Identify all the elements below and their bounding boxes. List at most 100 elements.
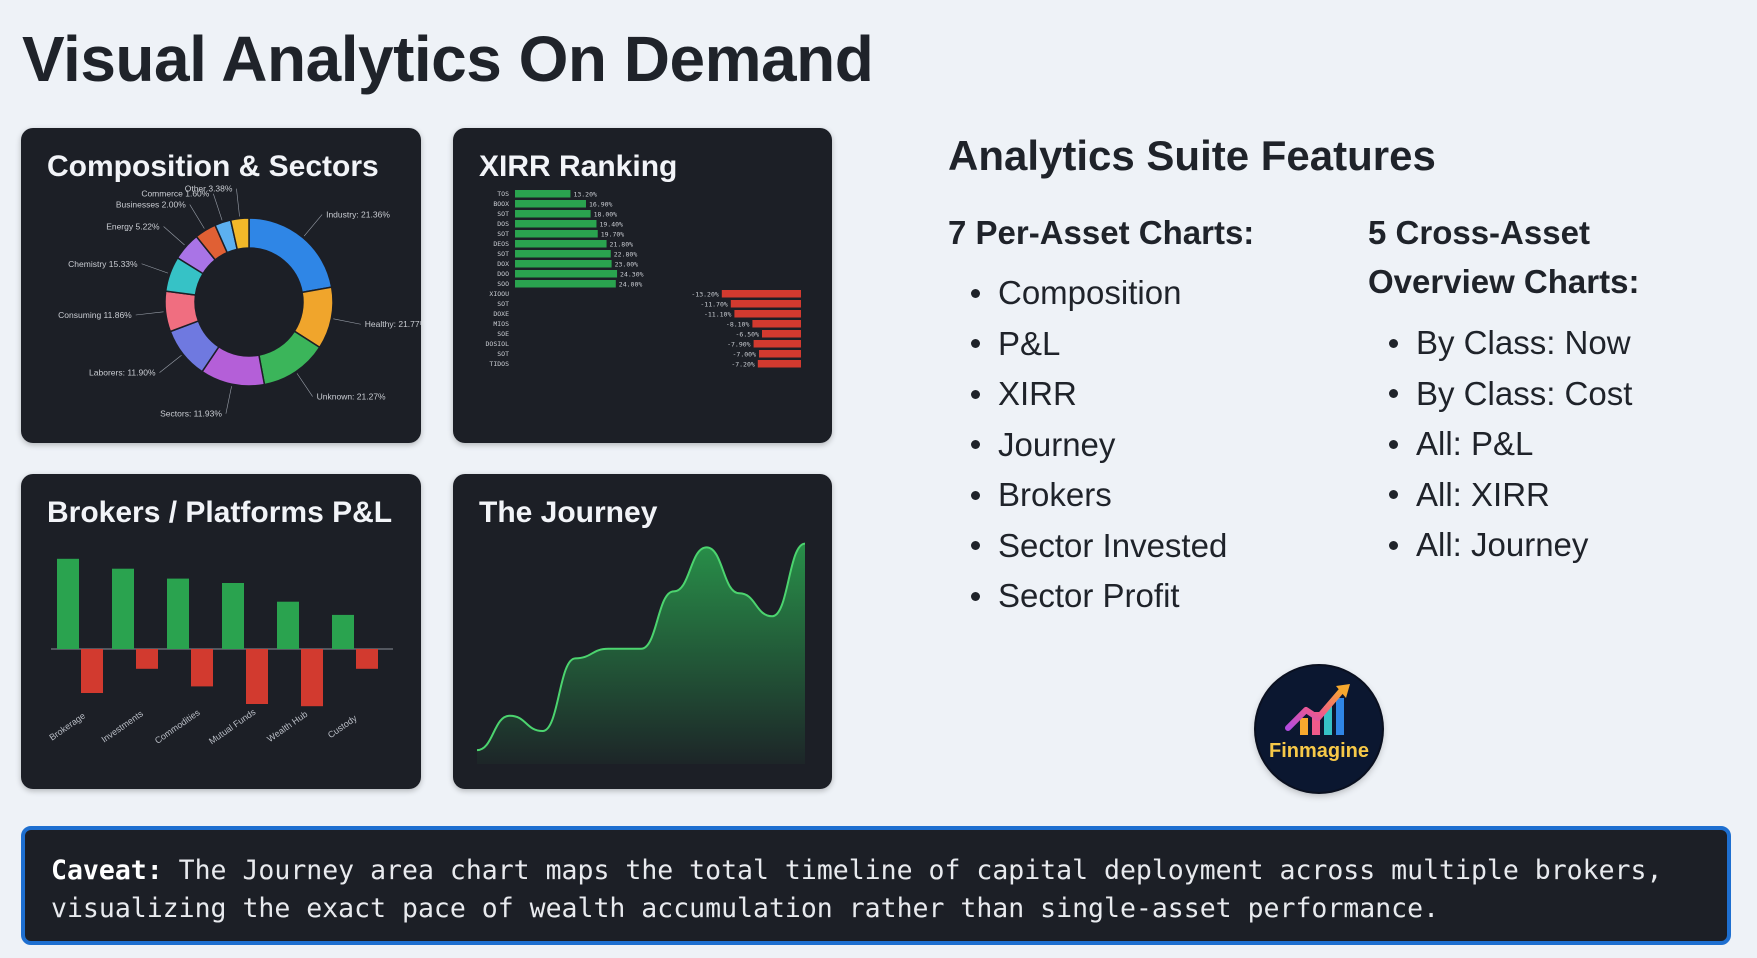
bullet-icon: [971, 591, 980, 601]
bullet-icon: [971, 389, 980, 399]
donut-label: Commerce 1.60%: [141, 189, 209, 199]
donut-label: Businesses 2.00%: [116, 200, 186, 210]
journey-card[interactable]: The Journey: [453, 474, 832, 789]
xirr-category-label: DOSIOL: [486, 340, 510, 348]
xirr-bar: [515, 240, 607, 248]
donut-label: Sectors: 11.93%: [160, 409, 222, 419]
xirr-category-label: DOO: [497, 270, 509, 278]
leader-line: [296, 373, 313, 397]
logo-text: Finmagine: [1268, 740, 1369, 762]
per-asset-item: Brokers: [971, 470, 1227, 521]
xirr-value-label: -11.70%: [700, 301, 727, 309]
profit-bar: [222, 583, 244, 649]
journey-line: [476, 542, 806, 752]
suite-title: Analytics Suite Features: [948, 132, 1436, 179]
xirr-bar: [515, 250, 611, 258]
journey-area-chart: [476, 542, 806, 764]
xirr-value-label: -7.00%: [733, 351, 757, 359]
xirr-value-label: -7.20%: [731, 361, 755, 369]
broker-category-label: Custody: [326, 713, 359, 740]
bullet-icon: [1389, 490, 1398, 500]
brokers-pnl-chart: Brokerage Investments Commodities Mutual Fu…: [47, 558, 393, 747]
donut-label: Unknown: 21.27%: [317, 392, 386, 402]
donut-slice: [229, 217, 250, 251]
xirr-category-label: SOT: [497, 210, 509, 218]
per-asset-item-label: XIRR: [998, 375, 1077, 412]
profit-bar: [112, 568, 134, 649]
xirr-value-label: 19.70%: [601, 231, 625, 239]
xirr-bar: [759, 350, 801, 358]
composition-card[interactable]: Composition & Sectors Industry: 21.36% He…: [21, 128, 421, 443]
xirr-bar: [515, 190, 571, 198]
xirr-bar: [762, 330, 801, 338]
cross-asset-item: By Class: Cost: [1389, 369, 1632, 420]
xirr-category-label: SOT: [497, 350, 509, 358]
journey-area: [477, 543, 805, 764]
growth-chart-icon: [1285, 684, 1350, 735]
bullet-icon: [1389, 389, 1398, 399]
xirr-bar: [515, 200, 586, 208]
journey-card-title: The Journey: [479, 496, 658, 529]
xirr-bar: [730, 300, 801, 308]
broker-category-label: Brokerage: [47, 711, 87, 743]
cross-asset-item: By Class: Now: [1389, 318, 1632, 369]
broker-category-label: Mutual Funds: [207, 707, 258, 747]
bullet-icon: [971, 490, 980, 500]
xirr-category-label: DOX: [497, 260, 509, 268]
finmagine-logo: Finmagine: [1256, 666, 1382, 792]
brokers-card[interactable]: Brokers / Platforms P&L Brokerage Investm…: [21, 474, 421, 789]
cross-asset-list: By Class: Now By Class: Cost All: P&L All: …: [1389, 318, 1632, 571]
leader-line: [159, 355, 182, 373]
xirr-category-label: SOO: [497, 280, 509, 288]
per-asset-item-label: Sector Invested: [998, 526, 1228, 564]
profit-bar: [332, 614, 354, 649]
cross-asset-item: All: Journey: [1389, 520, 1632, 571]
cross-asset-item-label: All: XIRR: [1416, 475, 1550, 513]
xirr-value-label: -6.50%: [736, 331, 760, 339]
per-asset-item: P&L: [971, 319, 1227, 370]
per-asset-item: Composition: [971, 268, 1227, 319]
loss-bar: [301, 649, 323, 707]
xirr-value-label: 24.00%: [619, 281, 643, 289]
broker-category-label: Commodities: [153, 707, 202, 746]
donut-label: Other 3.38%: [185, 184, 233, 194]
cross-asset-item-label: All: P&L: [1416, 425, 1534, 462]
xirr-bar: [515, 210, 591, 218]
xirr-bar: [734, 310, 801, 318]
xirr-value-label: 13.20%: [573, 191, 597, 199]
xirr-category-label: SOT: [497, 300, 509, 308]
loss-bar: [356, 649, 378, 669]
xirr-bar: [721, 290, 801, 298]
xirr-bar: [515, 260, 612, 268]
loss-bar: [191, 649, 213, 687]
xirr-value-label: 16.90%: [589, 201, 613, 209]
per-asset-item: XIRR: [971, 369, 1227, 420]
xirr-bar: [757, 360, 801, 368]
xirr-category-label: SOT: [497, 250, 509, 258]
leader-line: [236, 188, 240, 217]
per-asset-item-label: Journey: [998, 425, 1116, 463]
per-asset-item-label: P&L: [998, 324, 1061, 362]
xirr-card[interactable]: XIRR Ranking TOS 13.20% BOOX 16.90% SOT 18.00…: [453, 128, 832, 443]
xirr-category-label: DOS: [497, 220, 509, 228]
leader-line: [213, 193, 223, 221]
xirr-category-label: SOE: [497, 330, 509, 338]
cross-asset-item: All: XIRR: [1389, 470, 1632, 521]
bullet-icon: [971, 541, 980, 551]
donut-label: Healthy: 21.77%: [365, 319, 421, 329]
xirr-category-label: MIOS: [493, 320, 509, 328]
xirr-category-label: DEOS: [493, 240, 509, 248]
loss-bar: [136, 649, 158, 669]
xirr-value-label: 18.00%: [594, 211, 618, 219]
bullet-icon: [1389, 540, 1398, 550]
bullet-icon: [971, 288, 980, 298]
brokers-card-title: Brokers / Platforms P&L: [47, 496, 393, 529]
leader-line: [141, 263, 169, 274]
xirr-value-label: -7.90%: [727, 341, 751, 349]
bullet-icon: [1389, 338, 1398, 348]
broker-category-label: Investments: [100, 708, 146, 744]
cross-asset-item-label: By Class: Now: [1416, 324, 1631, 361]
bullet-icon: [1389, 439, 1398, 449]
donut-label: Consuming 11.86%: [58, 310, 132, 320]
caveat-text: The Journey area chart maps the total ti…: [51, 855, 1679, 924]
